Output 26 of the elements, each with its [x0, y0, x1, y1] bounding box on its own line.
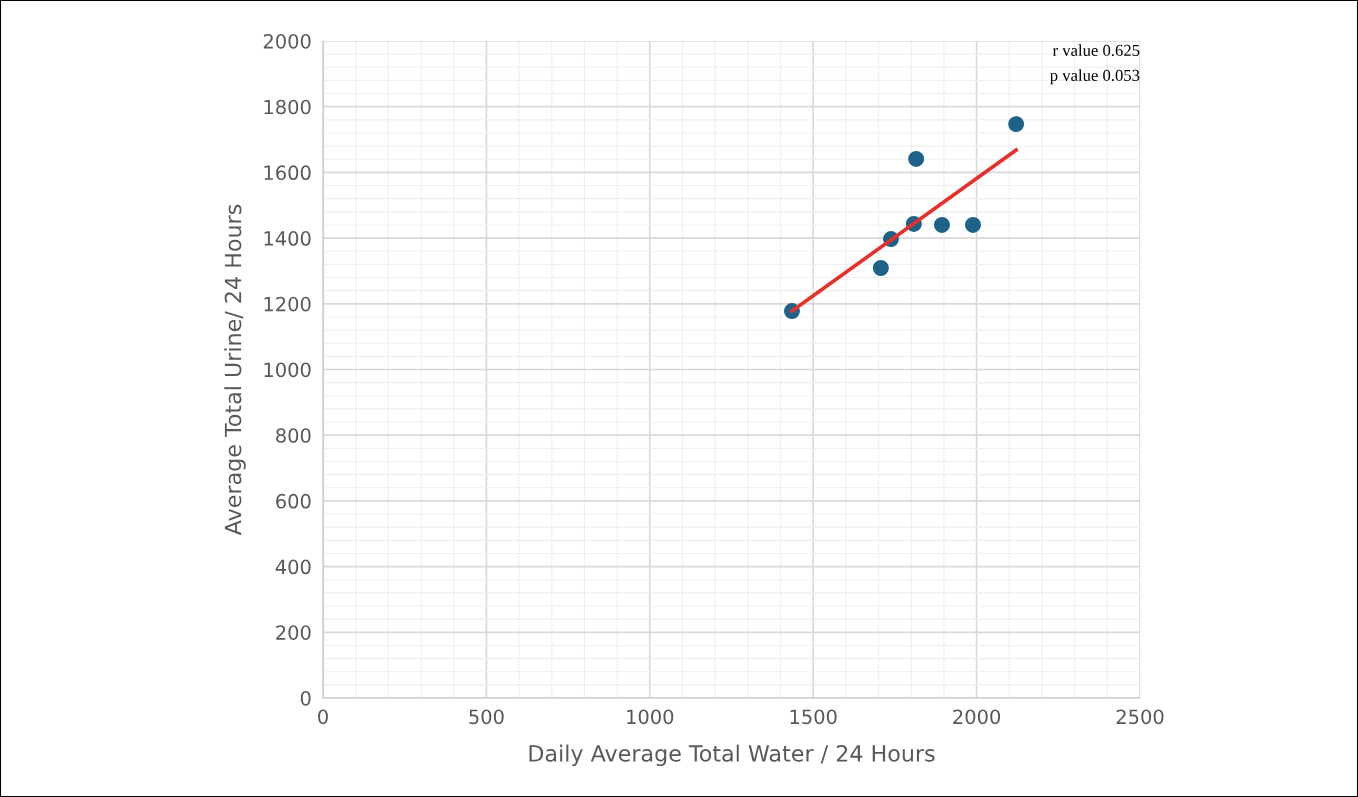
y-axis-title: Average Total Urine/ 24 Hours — [224, 204, 246, 536]
y-tick-label: 1800 — [264, 99, 311, 115]
x-axis-title: Daily Average Total Water / 24 Hours — [529, 744, 935, 767]
point — [872, 260, 889, 276]
point — [933, 216, 950, 233]
y-tick-label: 800 — [276, 428, 311, 443]
y-tick-label: 200 — [276, 625, 311, 640]
point — [908, 150, 925, 167]
y-tick-label: 600 — [276, 493, 311, 509]
y-tick-label: 1600 — [264, 165, 311, 181]
y-tick-label: 1400 — [264, 231, 311, 246]
y-tick-label: 1200 — [264, 296, 311, 312]
x-tick-label: 2500 — [1116, 709, 1164, 725]
x-tick-label: 0 — [318, 709, 328, 725]
point — [965, 216, 981, 233]
y-tick-label: 2000 — [263, 33, 311, 49]
point — [1008, 116, 1025, 133]
y-tick-label: 1000 — [264, 362, 311, 378]
x-tick-label: 500 — [469, 709, 504, 725]
annotation: p value 0.053 — [1050, 69, 1140, 85]
y-tick-label: 400 — [275, 559, 311, 575]
x-tick-label: 1000 — [627, 709, 674, 725]
x-tick-label: 2000 — [953, 709, 1001, 725]
y-tick-label: 0 — [300, 690, 311, 706]
annotation: r value 0.625 — [1052, 44, 1140, 57]
x-tick-label: 1500 — [790, 709, 837, 725]
